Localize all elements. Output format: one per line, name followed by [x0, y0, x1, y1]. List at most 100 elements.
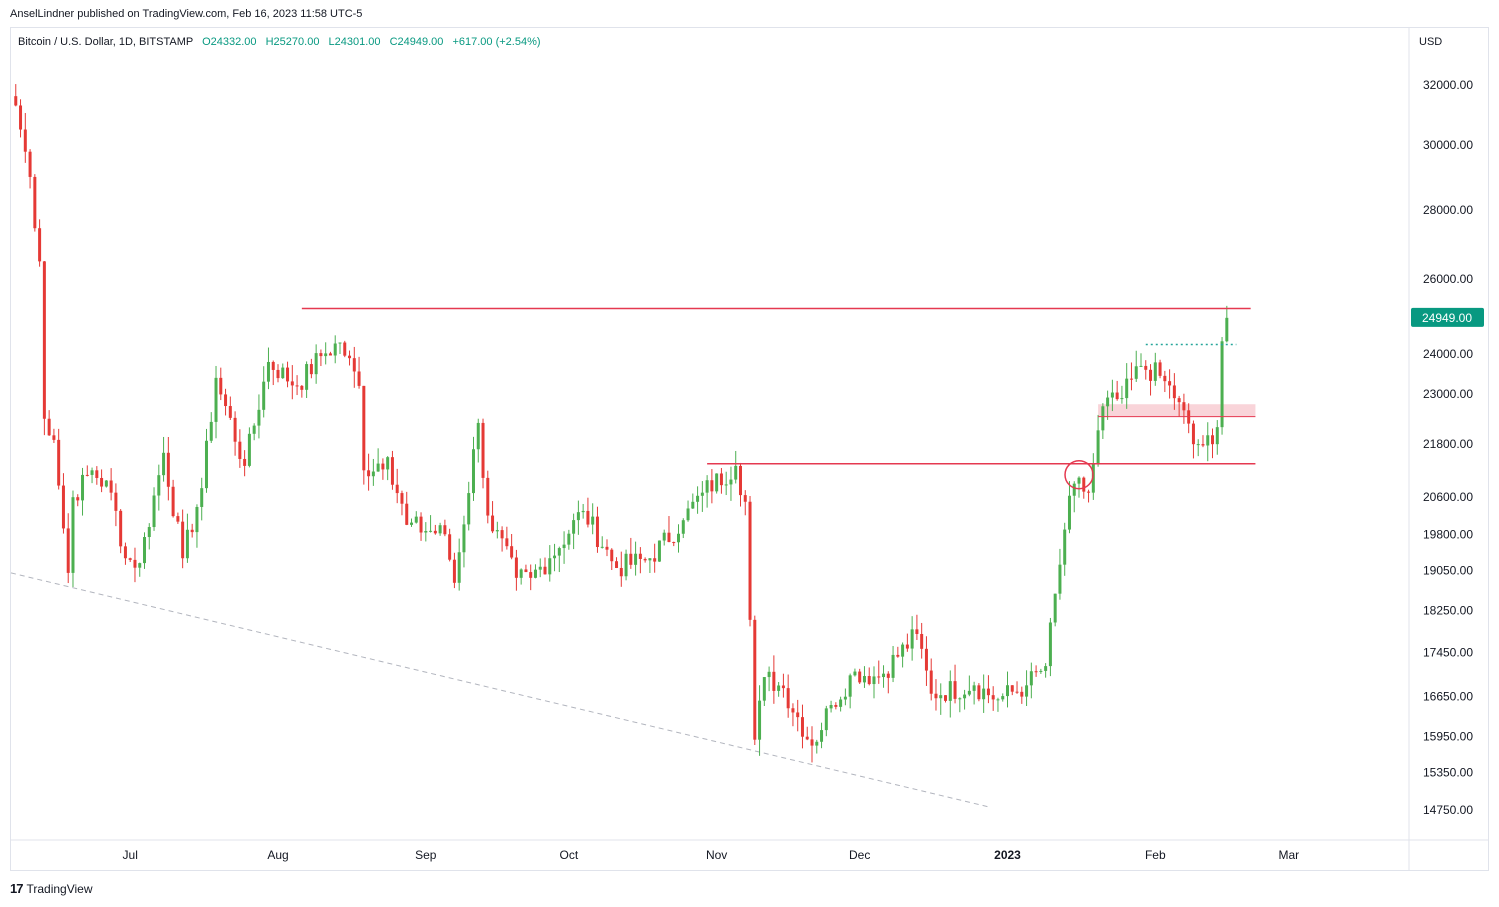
candle-body-111: [543, 566, 547, 575]
candle-body-76: [376, 463, 380, 472]
candle-body-123: [600, 546, 604, 548]
levels-layer: [301, 307, 1256, 490]
candle-body-142: [691, 501, 695, 509]
last-price-value: 24949.00: [1422, 311, 1472, 325]
candle-body-19: [104, 480, 108, 487]
candle-body-80: [395, 484, 399, 494]
candle-body-127: [619, 567, 623, 577]
candle-body-231: [1115, 392, 1119, 400]
candle-body-247: [1191, 423, 1195, 445]
candle-body-33: [171, 486, 175, 517]
y-tick-label-15: 14750.00: [1423, 803, 1473, 817]
candle-body-91: [448, 534, 452, 560]
candle-body-222: [1072, 483, 1076, 496]
candle-body-134: [653, 558, 657, 562]
candle-body-113: [553, 555, 557, 559]
candle-body-139: [677, 533, 681, 543]
candle-body-229: [1106, 397, 1110, 407]
candle-body-104: [510, 546, 514, 558]
candle-body-203: [982, 688, 986, 700]
candle-body-230: [1110, 392, 1114, 398]
resistance-zone: [1098, 404, 1256, 417]
y-tick-label-6: 21800.00: [1423, 437, 1473, 451]
candle-body-221: [1067, 495, 1071, 530]
tradingview-logo[interactable]: 17 TradingView: [10, 881, 93, 896]
candle-body-121: [591, 516, 595, 525]
candle-body-40: [204, 440, 208, 489]
candle-body-235: [1134, 366, 1138, 379]
candle-body-146: [710, 480, 714, 492]
candle-body-208: [1005, 685, 1009, 697]
candle-body-164: [796, 712, 800, 718]
candle-body-186: [901, 644, 905, 657]
candle-body-182: [882, 673, 886, 678]
candle-body-152: [738, 465, 742, 496]
y-tick-label-10: 18250.00: [1423, 604, 1473, 618]
y-tick-label-11: 17450.00: [1423, 646, 1473, 660]
y-tick-label-7: 20600.00: [1423, 490, 1473, 504]
candle-body-53: [266, 361, 270, 382]
candle-body-244: [1177, 398, 1181, 403]
candle-body-87: [429, 530, 433, 532]
candle-body-109: [533, 569, 537, 578]
candle-body-243: [1172, 385, 1176, 399]
candle-body-155: [753, 619, 757, 740]
candle-body-73: [362, 385, 366, 471]
x-tick-label-0: Jul: [123, 848, 138, 862]
candle-body-188: [910, 629, 914, 649]
candle-body-61: [305, 364, 309, 390]
candle-body-189: [915, 629, 919, 634]
candle-body-217: [1048, 622, 1052, 667]
candle-body-16: [90, 470, 94, 475]
candle-body-126: [615, 561, 619, 568]
candle-body-100: [491, 515, 495, 532]
candle-body-107: [524, 569, 528, 573]
candle-body-165: [800, 717, 804, 737]
candle-body-233: [1125, 378, 1129, 399]
candle-body-96: [471, 449, 475, 494]
candle-body-206: [996, 699, 1000, 701]
candle-body-181: [877, 676, 881, 678]
candle-body-162: [786, 688, 790, 709]
candle-body-35: [181, 521, 185, 559]
candle-body-227: [1096, 430, 1100, 464]
candle-body-149: [724, 484, 728, 486]
candle-body-110: [538, 566, 542, 570]
candle-body-46: [233, 417, 237, 442]
candle-body-150: [729, 479, 733, 485]
candle-body-106: [519, 569, 523, 578]
tradingview-brand: TradingView: [26, 881, 93, 896]
candle-body-204: [986, 688, 990, 696]
candle-body-30: [157, 475, 161, 496]
candle-body-252: [1215, 427, 1219, 445]
candle-body-74: [367, 470, 371, 477]
candle-body-213: [1029, 671, 1033, 686]
candle-body-0: [14, 96, 18, 106]
candle-body-180: [872, 676, 876, 685]
candle-body-101: [495, 530, 499, 532]
last-price-tag: 24949.00: [1411, 307, 1484, 327]
candle-body-88: [433, 530, 437, 534]
candle-body-34: [176, 516, 180, 522]
candle-body-69: [343, 342, 347, 356]
candle-body-63: [314, 353, 318, 375]
candle-body-31: [162, 452, 166, 476]
candle-body-236: [1139, 365, 1143, 367]
candle-body-234: [1129, 378, 1133, 380]
candle-body-54: [271, 361, 275, 370]
candle-body-122: [595, 516, 599, 547]
candle-body-43: [219, 377, 223, 395]
candle-body-200: [967, 690, 971, 695]
candle-body-176: [853, 671, 857, 676]
candle-body-118: [576, 512, 580, 521]
zone-layer: [1098, 404, 1256, 417]
candle-body-132: [643, 558, 647, 561]
candle-body-75: [371, 471, 375, 477]
candle-body-232: [1120, 398, 1124, 400]
candle-body-83: [410, 522, 414, 525]
candle-body-12: [71, 497, 75, 573]
y-tick-label-8: 19800.00: [1423, 527, 1473, 541]
candle-body-159: [772, 671, 776, 691]
candle-body-218: [1053, 593, 1057, 623]
